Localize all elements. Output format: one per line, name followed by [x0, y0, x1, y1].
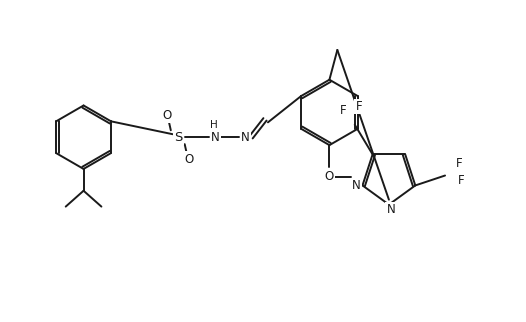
- Text: O: O: [162, 109, 171, 122]
- Text: S: S: [175, 131, 183, 144]
- Text: O: O: [184, 153, 193, 166]
- Text: F: F: [356, 100, 362, 113]
- Text: O: O: [325, 170, 334, 183]
- Text: F: F: [456, 157, 462, 170]
- Text: H: H: [209, 120, 217, 130]
- Text: N: N: [241, 131, 249, 144]
- Text: N: N: [211, 131, 220, 144]
- Text: F: F: [340, 104, 346, 117]
- Text: F: F: [458, 174, 464, 187]
- Text: N: N: [352, 179, 361, 192]
- Text: N: N: [387, 203, 395, 216]
